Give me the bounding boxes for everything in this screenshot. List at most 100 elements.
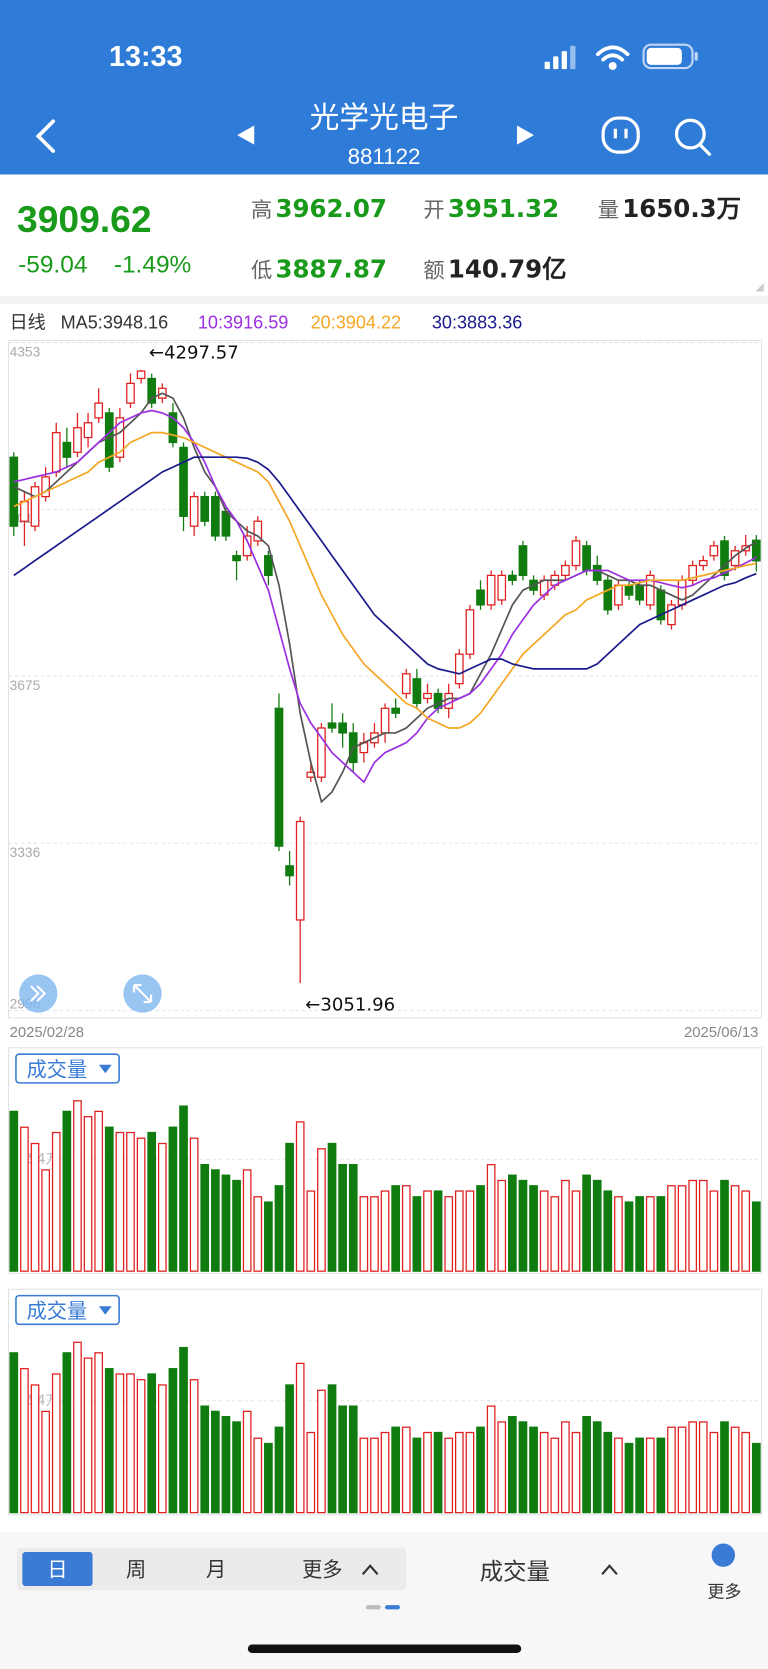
volume-bar	[221, 1174, 231, 1272]
search-button[interactable]	[674, 118, 712, 156]
signal-icon	[544, 45, 576, 70]
volume-bar	[635, 1437, 644, 1514]
volume-bar	[667, 1185, 676, 1272]
candle-body	[295, 820, 305, 921]
field-value: 140.79亿	[448, 255, 567, 284]
volume-bar	[274, 1426, 284, 1514]
candle-body	[285, 865, 294, 877]
volume-bar	[656, 1196, 666, 1272]
volume-bar	[62, 1352, 72, 1514]
volume-bar	[232, 1179, 241, 1272]
volume-bar	[550, 1437, 560, 1514]
price: 3909.62	[17, 198, 152, 240]
volume-bar	[741, 1431, 751, 1514]
candle-body	[30, 486, 40, 527]
volume-bar	[104, 1368, 114, 1514]
volume-chart: 254万成交量	[7, 1047, 763, 1274]
volume-bar	[232, 1421, 241, 1514]
quote-fields: 高 3962.07 开 3951.32 量 1650.3万低 3887.87 额 140.79亿	[251, 194, 741, 284]
status-time: 13:33	[109, 41, 182, 73]
volume-bar	[603, 1431, 613, 1514]
next-button[interactable]	[516, 125, 534, 145]
volume-bar	[147, 1373, 157, 1514]
candle-body	[136, 370, 146, 380]
candle-body	[62, 441, 72, 458]
volume-bar	[667, 1426, 676, 1514]
candle-body	[391, 707, 401, 714]
corner-mark	[755, 282, 764, 292]
back-button[interactable]	[35, 119, 56, 153]
y-tick-label: 3336	[10, 844, 41, 860]
legend-entry: 20:3904.22	[311, 313, 401, 333]
candle-body	[168, 412, 178, 444]
period-tab[interactable]: 日	[47, 1557, 67, 1581]
candle-body	[338, 722, 347, 734]
plot-frame	[7, 1047, 763, 1274]
volume-bar	[582, 1174, 591, 1272]
candle-body	[444, 692, 454, 709]
volume-bar	[115, 1131, 125, 1272]
volume-bar	[380, 1190, 390, 1272]
candle-body	[20, 500, 29, 522]
volume-bar	[423, 1190, 432, 1272]
stock-name: 光学光电子	[310, 101, 459, 136]
volume-bar	[348, 1405, 358, 1514]
volume-bar	[380, 1431, 390, 1514]
volume-bar	[571, 1190, 581, 1272]
field-value: 3887.87	[276, 255, 387, 284]
volume-bar	[9, 1110, 19, 1272]
volume-bar	[730, 1185, 740, 1272]
volume-bar	[189, 1379, 199, 1514]
volume-bar	[94, 1110, 104, 1272]
expand-button[interactable]	[19, 974, 58, 1013]
volume-bar	[327, 1142, 337, 1272]
volume-bar	[444, 1437, 454, 1514]
more-button[interactable]: 更多	[707, 1583, 741, 1603]
candle-body	[677, 579, 687, 606]
volume-bar	[709, 1190, 719, 1272]
indicator-select[interactable]: 成交量	[480, 1558, 550, 1586]
candle-body	[507, 574, 517, 581]
volume-bar	[486, 1405, 496, 1514]
candle-body	[83, 422, 93, 439]
candle-body	[73, 427, 82, 453]
candle-body	[401, 673, 411, 695]
robot-button[interactable]	[601, 116, 640, 154]
indicator-title: 成交量	[27, 1057, 88, 1081]
volume-bar	[136, 1137, 146, 1272]
y-tick-label: 3675	[10, 677, 41, 693]
volume-bar	[465, 1431, 475, 1514]
plot-frame	[7, 1288, 763, 1516]
volume-bar	[73, 1341, 82, 1514]
volume-bar	[656, 1437, 666, 1514]
indicator-dropdown[interactable]	[15, 1294, 120, 1326]
volume-bar	[210, 1169, 220, 1272]
volume-bar	[115, 1373, 125, 1514]
volume-bar	[200, 1163, 210, 1272]
change-pct: -1.49%	[114, 251, 191, 278]
volume-bar	[529, 1185, 538, 1272]
candle-body	[720, 540, 729, 577]
volume-bar	[751, 1201, 761, 1272]
volume-bar	[507, 1416, 517, 1514]
volume-bar	[242, 1410, 252, 1514]
fullscreen-button[interactable]	[123, 974, 162, 1013]
volume-bar	[253, 1437, 263, 1514]
volume-bar	[677, 1426, 687, 1514]
volume-bar	[253, 1196, 263, 1272]
period-tab[interactable]: 周	[126, 1557, 146, 1581]
volume-bar	[348, 1163, 358, 1272]
header-bg	[0, 0, 768, 175]
field-label: 额	[423, 259, 444, 284]
volume-bar	[41, 1169, 50, 1272]
prev-button[interactable]	[237, 125, 255, 145]
indicator-dropdown[interactable]	[15, 1053, 120, 1084]
period-tab[interactable]: 月	[206, 1557, 226, 1581]
volume-bar	[561, 1421, 570, 1514]
stock-code: 881122	[348, 144, 421, 169]
volume-bar	[73, 1100, 82, 1272]
volume-bar	[51, 1373, 61, 1514]
volume-bar	[507, 1174, 517, 1272]
separator	[0, 295, 768, 305]
period-tab[interactable]: 更多	[302, 1557, 342, 1581]
